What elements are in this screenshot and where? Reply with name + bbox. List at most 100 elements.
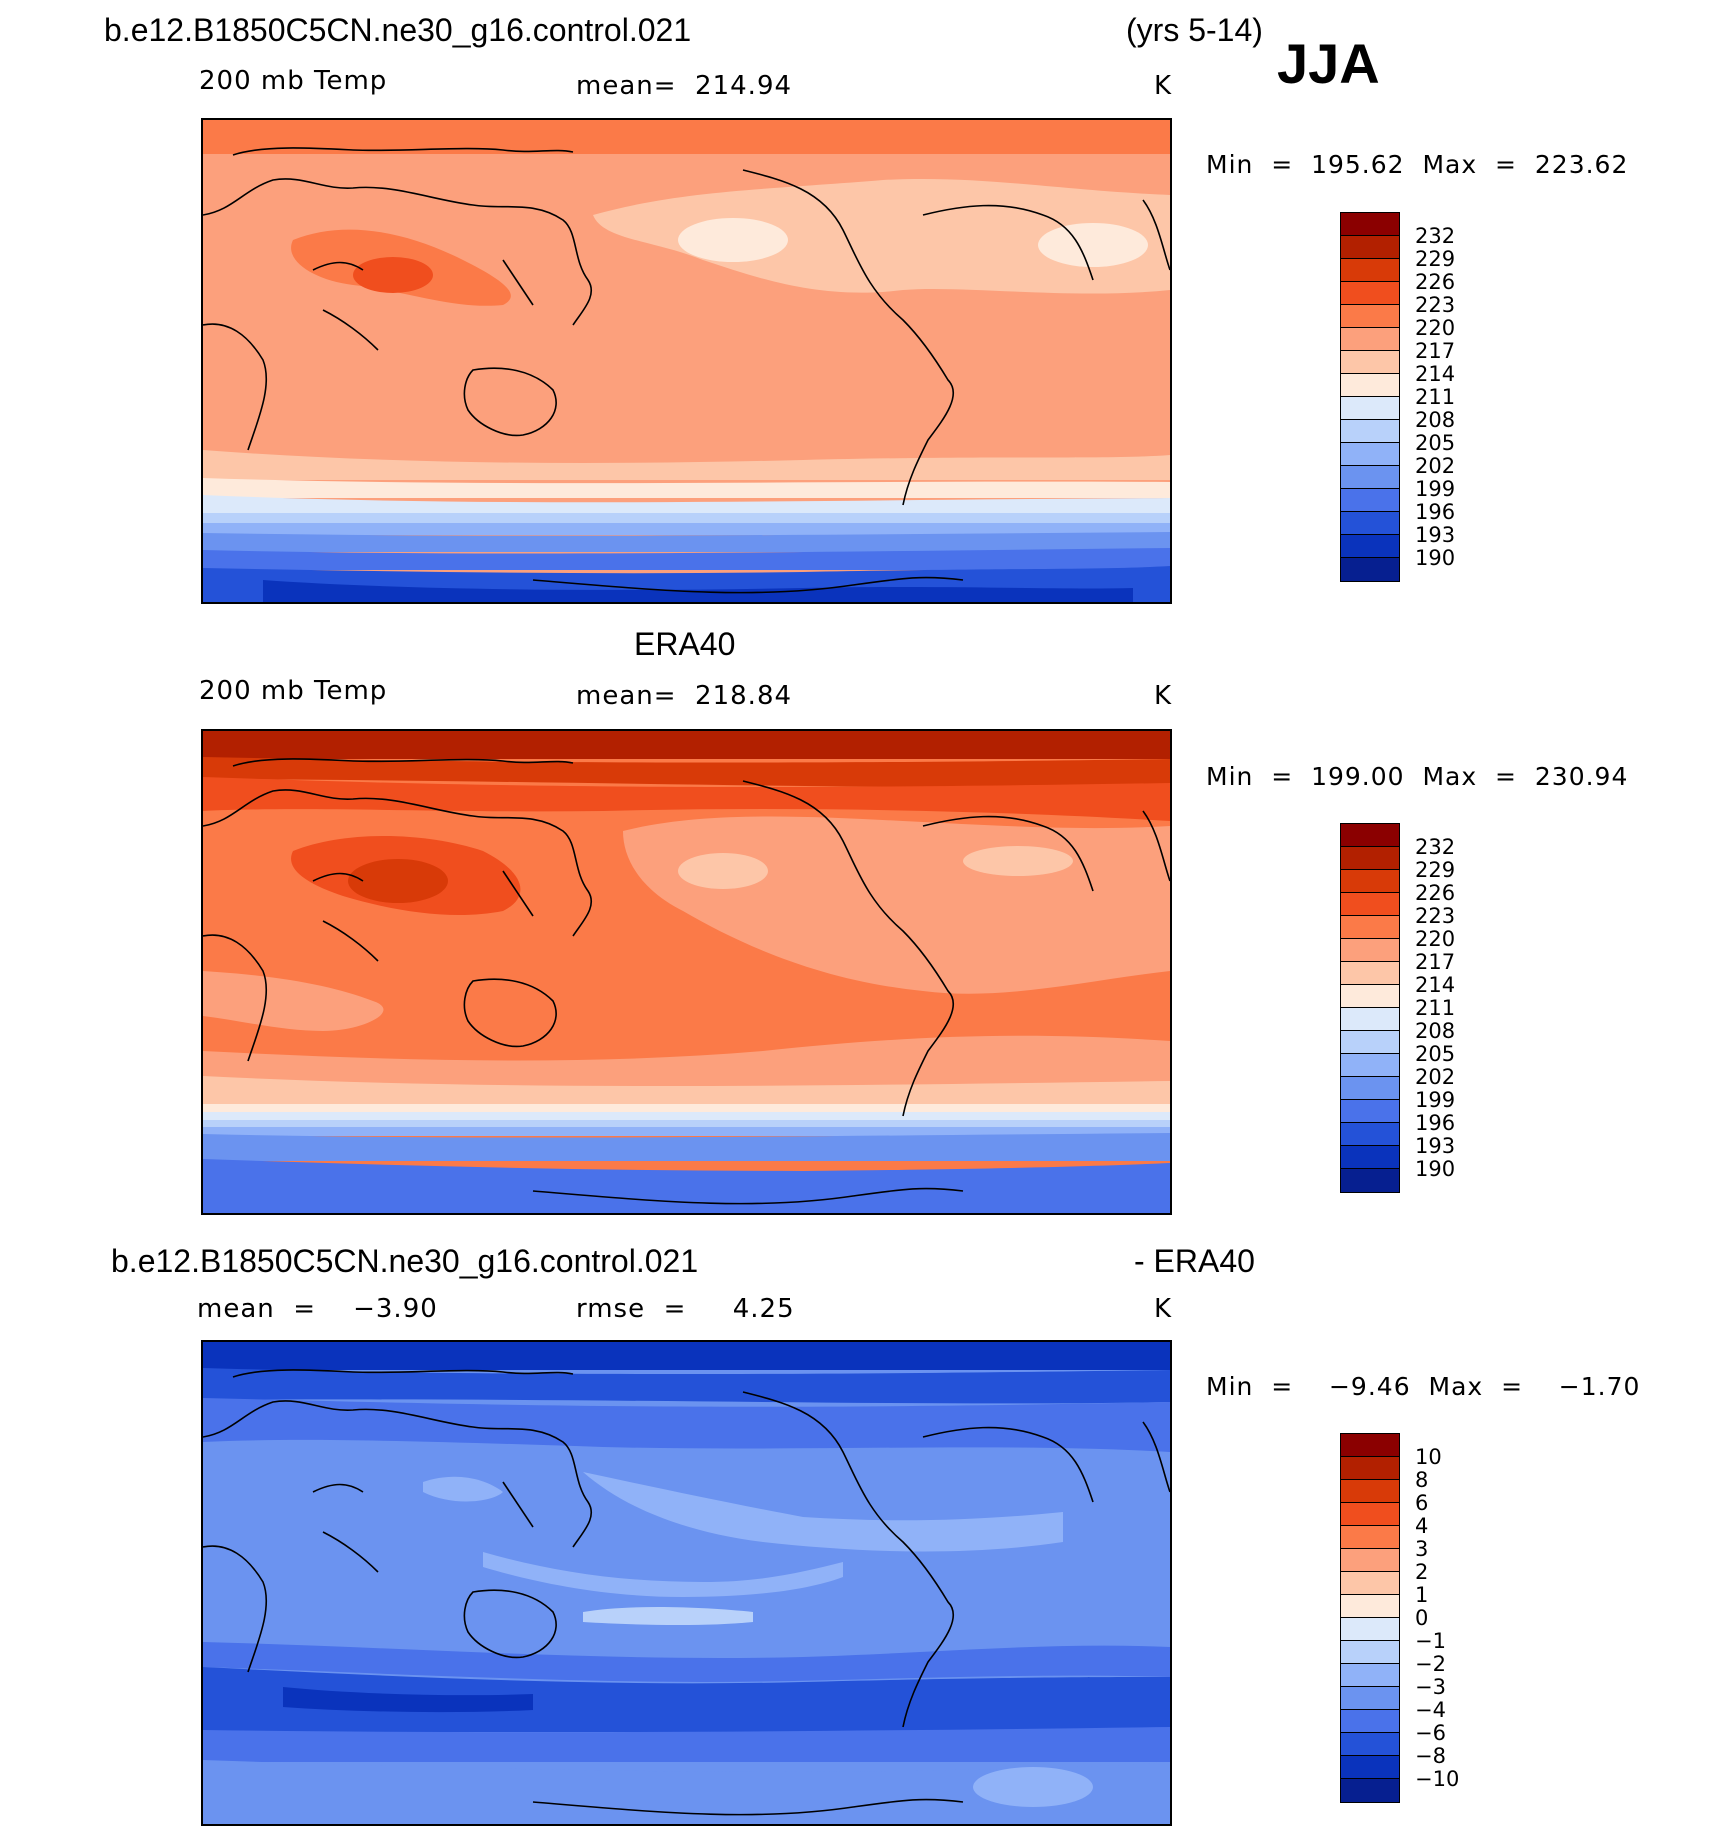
colorbar-tick-label: −8	[1415, 1744, 1446, 1768]
colorbar-tick-label: 196	[1415, 1111, 1456, 1135]
colorbar-tick-label: 193	[1415, 1134, 1456, 1158]
panel2-title: ERA40	[634, 626, 736, 662]
colorbar-tick-label: 208	[1415, 1019, 1456, 1043]
colorbar-tick-label: 196	[1415, 500, 1456, 524]
panel3-field-plot	[203, 1342, 1170, 1824]
colorbar-tick-label: 220	[1415, 927, 1456, 951]
colorbar-swatch	[1341, 558, 1399, 581]
colorbar-tick-label: 226	[1415, 270, 1456, 294]
colorbar-tick-label: −1	[1415, 1629, 1446, 1653]
colorbar-swatch	[1341, 1123, 1399, 1146]
colorbar-tick-label: 223	[1415, 293, 1456, 317]
panel2-map	[201, 729, 1172, 1215]
colorbar-swatch	[1341, 305, 1399, 328]
colorbar-swatch	[1341, 847, 1399, 870]
panel3-units: K	[1154, 1294, 1173, 1324]
panel1-minmax: Min = 195.62 Max = 223.62	[1206, 150, 1629, 179]
colorbar-swatch	[1341, 535, 1399, 558]
colorbar-swatch	[1341, 397, 1399, 420]
colorbar-tick-label: 202	[1415, 1065, 1456, 1089]
colorbar-tick-label: 229	[1415, 247, 1456, 271]
colorbar-tick-label: 3	[1415, 1537, 1429, 1561]
colorbar-tick-label: 8	[1415, 1468, 1429, 1492]
panel1-units: K	[1154, 71, 1173, 101]
colorbar-swatch	[1341, 1100, 1399, 1123]
panel3-map	[201, 1340, 1172, 1826]
panel1-map	[201, 118, 1172, 604]
panel3-title: b.e12.B1850C5CN.ne30_g16.control.021	[111, 1243, 699, 1279]
colorbar-swatch	[1341, 1031, 1399, 1054]
colorbar-tick-label: 214	[1415, 973, 1456, 997]
colorbar-swatch	[1341, 489, 1399, 512]
colorbar-tick-label: 2	[1415, 1560, 1429, 1584]
panel3-title-suffix: - ERA40	[1134, 1243, 1255, 1279]
colorbar-swatch	[1341, 259, 1399, 282]
colorbar-tick-label: 211	[1415, 385, 1456, 409]
colorbar-swatch	[1341, 870, 1399, 893]
season-label: JJA	[1277, 32, 1380, 95]
colorbar-tick-label: −10	[1415, 1767, 1460, 1791]
panel1-field: 200 mb Temp	[199, 66, 388, 96]
colorbar-tick-label: 193	[1415, 523, 1456, 547]
colorbar-tick-label: 223	[1415, 904, 1456, 928]
panel2-mean: mean= 218.84	[576, 681, 793, 711]
colorbar-tick-label: 232	[1415, 835, 1456, 859]
colorbar-tick-label: 226	[1415, 881, 1456, 905]
colorbar-tick-label: 0	[1415, 1606, 1429, 1630]
colorbar-swatch	[1341, 1779, 1399, 1802]
colorbar-swatch	[1341, 893, 1399, 916]
colorbar-swatch	[1341, 512, 1399, 535]
colorbar-tick-label: −6	[1415, 1721, 1446, 1745]
colorbar-swatch	[1341, 1710, 1399, 1733]
panel1-title: b.e12.B1850C5CN.ne30_g16.control.021	[104, 12, 692, 48]
colorbar-tick-label: 199	[1415, 1088, 1456, 1112]
panel3-minmax: Min = −9.46 Max = −1.70	[1206, 1372, 1641, 1401]
colorbar-swatch	[1341, 1480, 1399, 1503]
colorbar-tick-label: 4	[1415, 1514, 1429, 1538]
colorbar-swatch	[1341, 1687, 1399, 1710]
colorbar-tick-label: 232	[1415, 224, 1456, 248]
colorbar-swatch	[1341, 939, 1399, 962]
panel1-mean: mean= 214.94	[576, 71, 793, 101]
colorbar-swatch	[1341, 1457, 1399, 1480]
colorbar-tick-label: 205	[1415, 1042, 1456, 1066]
colorbar-tick-label: 214	[1415, 362, 1456, 386]
colorbar-tick-label: 190	[1415, 1157, 1456, 1181]
colorbar-swatch	[1341, 1641, 1399, 1664]
colorbar-swatch	[1341, 962, 1399, 985]
panel2-field-plot	[203, 731, 1170, 1213]
colorbar-swatch	[1341, 916, 1399, 939]
panel1-field-plot	[203, 120, 1170, 602]
colorbar-swatch	[1341, 328, 1399, 351]
colorbar-swatch	[1341, 1077, 1399, 1100]
colorbar-swatch	[1341, 1503, 1399, 1526]
colorbar-swatch	[1341, 1549, 1399, 1572]
years-label: (yrs 5-14)	[1126, 12, 1263, 48]
panel2-units: K	[1154, 681, 1173, 711]
colorbar-swatch	[1341, 1595, 1399, 1618]
colorbar-swatch	[1341, 1526, 1399, 1549]
colorbar-tick-label: 190	[1415, 546, 1456, 570]
colorbar-tick-label: 211	[1415, 996, 1456, 1020]
panel3-mean: mean = −3.90	[197, 1294, 438, 1324]
colorbar-swatch	[1341, 1054, 1399, 1077]
colorbar-swatch	[1341, 213, 1399, 236]
colorbar-tick-label: 199	[1415, 477, 1456, 501]
panel3-rmse: rmse = 4.25	[576, 1294, 795, 1324]
colorbar-swatch	[1341, 1618, 1399, 1641]
colorbar-swatch	[1341, 1664, 1399, 1687]
panel2-minmax: Min = 199.00 Max = 230.94	[1206, 762, 1629, 791]
colorbar-swatch	[1341, 1146, 1399, 1169]
colorbar-tick-label: 1	[1415, 1583, 1429, 1607]
colorbar-tick-label: −3	[1415, 1675, 1446, 1699]
colorbar-swatch	[1341, 1169, 1399, 1192]
colorbar-swatch	[1341, 351, 1399, 374]
colorbar-swatch	[1341, 824, 1399, 847]
colorbar-tick-label: 10	[1415, 1445, 1442, 1469]
colorbar-swatch	[1341, 443, 1399, 466]
colorbar-swatch	[1341, 420, 1399, 443]
colorbar-tick-label: 217	[1415, 950, 1456, 974]
colorbar-tick-label: 6	[1415, 1491, 1429, 1515]
colorbar-swatch	[1341, 282, 1399, 305]
panel3-colorbar	[1340, 1433, 1400, 1803]
